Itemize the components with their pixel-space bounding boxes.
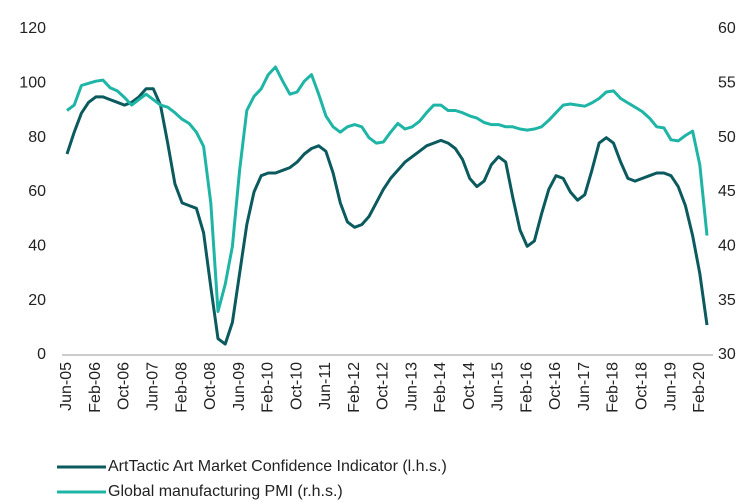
- y2-tick-label: 60: [718, 20, 736, 37]
- legend-label: ArtTactic Art Market Confidence Indicato…: [108, 458, 447, 475]
- x-tick-label: Oct-12: [375, 362, 392, 410]
- y2-tick-label: 50: [718, 129, 736, 146]
- x-tick-label: Jun-11: [317, 362, 334, 410]
- series-line: [65, 87, 709, 346]
- x-tick-label: Feb-12: [346, 362, 363, 413]
- x-tick-label: Oct-14: [461, 362, 478, 410]
- x-tick-label: Oct-18: [633, 362, 650, 410]
- series-line: [66, 65, 709, 313]
- y2-tick-label: 30: [718, 346, 736, 363]
- y-tick-label: 100: [19, 75, 46, 92]
- x-tick-label: Feb-14: [432, 362, 449, 413]
- x-tick-label: Oct-10: [288, 362, 305, 410]
- legend-label: Global manufacturing PMI (r.h.s.): [108, 483, 343, 500]
- x-tick-label: Jun-19: [662, 362, 679, 411]
- y2-tick-label: 45: [718, 183, 736, 200]
- x-tick-label: Jun-07: [145, 362, 162, 411]
- x-tick-label: Jun-13: [403, 362, 420, 411]
- y-tick-label: 0: [37, 346, 46, 363]
- y-tick-label: 20: [28, 292, 46, 309]
- x-tick-label: Jun-09: [231, 362, 248, 411]
- x-tick-label: Feb-10: [260, 362, 277, 413]
- x-tick-label: Feb-18: [605, 362, 622, 413]
- y-tick-label: 40: [28, 238, 46, 255]
- x-tick-label: Feb-20: [691, 362, 708, 413]
- y-tick-label: 80: [28, 129, 46, 146]
- x-tick-label: Jun-05: [58, 362, 75, 411]
- x-tick-label: Oct-06: [116, 362, 133, 410]
- x-tick-label: Oct-08: [202, 362, 219, 410]
- y2-tick-label: 35: [718, 292, 736, 309]
- x-tick-label: Jun-15: [490, 362, 507, 411]
- y-tick-label: 120: [19, 20, 46, 37]
- y2-tick-label: 40: [718, 238, 736, 255]
- x-tick-label: Jun-17: [576, 362, 593, 411]
- x-tick-label: Feb-16: [518, 362, 535, 413]
- y2-tick-label: 55: [718, 75, 736, 92]
- x-tick-label: Oct-16: [547, 362, 564, 410]
- x-tick-label: Feb-06: [87, 362, 104, 413]
- y-tick-label: 60: [28, 183, 46, 200]
- x-tick-label: Feb-08: [173, 362, 190, 413]
